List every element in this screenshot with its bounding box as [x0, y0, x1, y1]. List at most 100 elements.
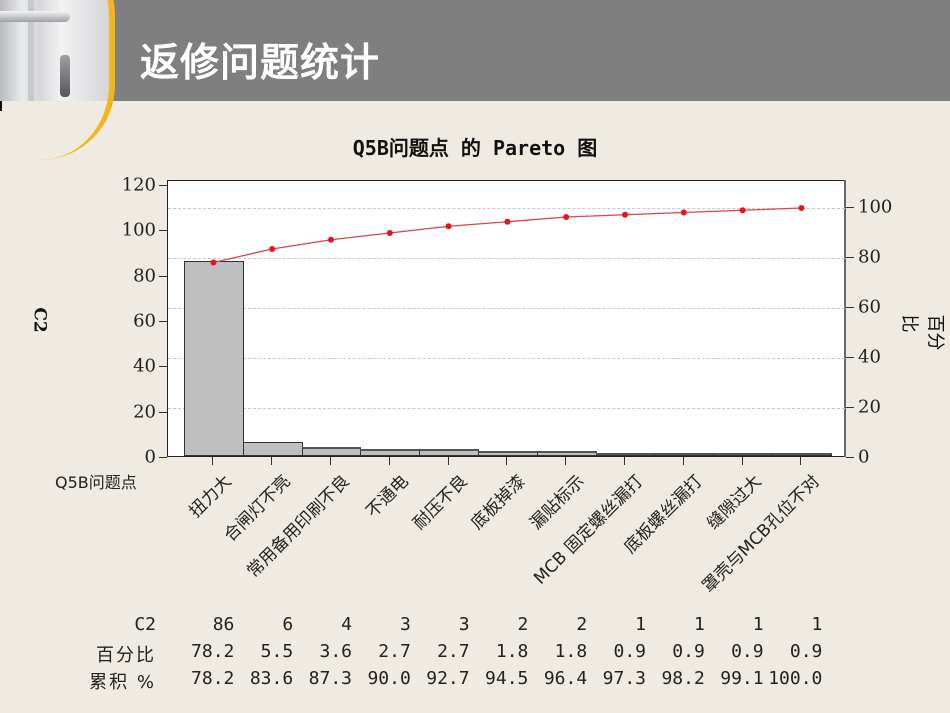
data-point — [798, 205, 805, 211]
divider — [0, 101, 2, 111]
y-tick-mark — [846, 257, 854, 258]
gridline — [168, 358, 845, 359]
handle-icon — [0, 11, 70, 22]
table-cell: 90.0 — [367, 668, 411, 689]
table-cell: 1 — [752, 614, 764, 635]
y-tick-label-right: 0 — [858, 446, 870, 468]
table-cell: 78.2 — [191, 641, 235, 662]
y-tick-mark — [846, 407, 854, 408]
data-point — [563, 214, 570, 220]
door-frame — [28, 0, 34, 101]
table-cell: 1 — [693, 614, 705, 635]
table-cell: 92.7 — [426, 668, 470, 689]
y-tick-mark — [846, 207, 854, 208]
table-cell: 6 — [282, 614, 294, 635]
x-category-label: 底板掉漆 — [467, 471, 531, 534]
x-category-label: 常用备用印刷不良 — [243, 471, 354, 582]
y-tick-mark — [159, 411, 167, 413]
y-tick-label-right: 80 — [858, 246, 881, 268]
x-axis-label: Q5B问题点 — [55, 473, 137, 492]
slide-header: 返修问题统计 — [0, 0, 950, 160]
y-tick-label-left: 60 — [133, 310, 156, 332]
table-cell: 2.7 — [437, 641, 470, 662]
bar — [184, 261, 244, 456]
y-tick-label-right: 20 — [858, 396, 881, 418]
x-tick-mark — [212, 457, 214, 465]
gridline — [168, 258, 845, 259]
plot-area — [167, 180, 846, 457]
table-cell: 0.9 — [672, 641, 705, 662]
y-tick-mark — [159, 366, 167, 368]
y-tick-label-right: 100 — [858, 196, 893, 218]
table-row-label: 累积 % — [89, 672, 156, 693]
table-cell: 1.8 — [495, 641, 529, 662]
y-tick-mark — [846, 457, 854, 458]
x-tick-mark — [447, 457, 449, 465]
table-cell: 87.3 — [308, 668, 352, 689]
gridline — [168, 308, 845, 309]
y-tick-label-left: 100 — [121, 219, 156, 241]
slide-title: 返修问题统计 — [140, 41, 381, 86]
bar — [772, 453, 832, 456]
table-row: C2 86 6 4 3 3 2 2 1 1 1 1 — [0, 614, 950, 638]
chart-title: Q5B问题点 的 Pareto 图 — [352, 136, 598, 160]
x-tick-mark — [506, 457, 508, 465]
y-tick-label-left: 80 — [133, 265, 156, 287]
table-cell: 3 — [399, 614, 411, 635]
table-cell: 1.8 — [554, 641, 588, 662]
table-cell: 99.1 — [720, 668, 764, 689]
table-cell: 3.6 — [319, 641, 352, 662]
table-cell: 100.0 — [768, 668, 823, 689]
table-cell: 98.2 — [661, 668, 705, 689]
table-cell: 2 — [517, 614, 529, 635]
y-tick-mark — [159, 321, 167, 322]
table-row-label: 百分比 — [96, 645, 156, 666]
x-tick-mark — [388, 457, 390, 465]
table-cell: 2.7 — [378, 641, 411, 662]
table-cell: 0.9 — [613, 641, 646, 662]
x-category-label: 不通电 — [362, 471, 413, 522]
y-tick-mark — [159, 230, 167, 232]
gridline — [168, 208, 845, 209]
y-tick-label-left: 0 — [144, 446, 156, 468]
y-axis-label-right: 百分比 — [898, 314, 946, 351]
y-tick-label-right: 60 — [858, 296, 881, 318]
table-cell: 94.5 — [485, 668, 529, 689]
data-point — [328, 236, 334, 243]
y-tick-label-left: 40 — [133, 355, 156, 377]
data-point — [386, 230, 393, 236]
y-tick-label-left: 120 — [121, 174, 156, 196]
table-cell: 5.5 — [260, 641, 294, 662]
x-category-label: 扭力大 — [185, 471, 237, 522]
y-tick-label-right: 40 — [858, 346, 881, 368]
data-point — [504, 218, 511, 225]
table-row: 累积 % 78.2 83.6 87.3 90.0 92.7 94.5 96.4 97.3 98.2… — [0, 668, 950, 693]
table-cell: 2 — [576, 614, 588, 635]
data-point — [445, 223, 452, 230]
x-category-label: 耐压不良 — [409, 471, 472, 534]
data-point — [210, 259, 217, 266]
data-point — [269, 246, 276, 252]
table-row: 百分比 78.2 5.5 3.6 2.7 2.7 1.8 1.8 0.9 0.9 0.9 0.9 — [0, 641, 950, 666]
y-tick-mark — [159, 275, 167, 277]
table-cell: 0.9 — [731, 641, 764, 662]
table-cell: 96.4 — [543, 668, 588, 689]
x-tick-mark — [330, 457, 331, 465]
table-cell: 78.2 — [191, 668, 235, 689]
table-cell: 4 — [341, 614, 352, 635]
yellow-arc-decoration — [40, 0, 115, 160]
table-cell: 1 — [635, 614, 646, 635]
table-row-label: C2 — [134, 614, 156, 635]
y-tick-mark — [159, 457, 167, 458]
y-tick-mark — [159, 185, 167, 186]
y-tick-mark — [846, 357, 854, 358]
table-cell: 86 — [212, 614, 235, 635]
table-cell: 1 — [811, 614, 823, 635]
data-point — [680, 209, 687, 216]
y-tick-label-left: 20 — [133, 401, 156, 423]
right-axis-line — [844, 180, 846, 457]
table-cell: 3 — [458, 614, 470, 635]
y-axis-label-left: C2 — [29, 307, 50, 333]
x-tick-mark — [624, 457, 625, 465]
cumulative-line — [210, 205, 805, 266]
